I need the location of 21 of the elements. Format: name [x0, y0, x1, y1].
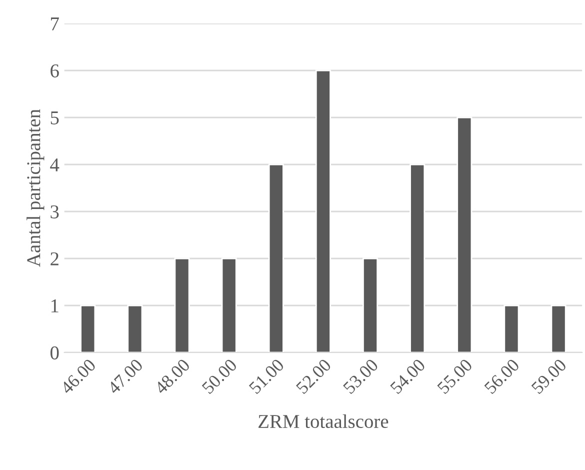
- bar: [174, 258, 190, 352]
- bar: [504, 304, 520, 352]
- bar: [362, 258, 378, 352]
- bar: [80, 304, 96, 352]
- y-tick-label: 4: [50, 158, 60, 172]
- bar: [315, 70, 331, 352]
- y-tick-label: 6: [50, 64, 59, 78]
- y-tick-label: 7: [51, 18, 59, 30]
- y-tick-label: 5: [50, 112, 59, 124]
- bar: [410, 164, 426, 352]
- bar: [550, 304, 566, 352]
- bar: [127, 304, 143, 352]
- bar: [221, 258, 237, 352]
- y-tick-label: 2: [50, 252, 58, 266]
- bar: [268, 164, 284, 352]
- y-tick-label: 3: [50, 205, 59, 218]
- y-tick-label: 0: [50, 346, 59, 360]
- bar: [456, 116, 472, 352]
- x-axis-title: ZRM totaalscore: [258, 414, 388, 428]
- y-axis-title: Aantal participanten: [26, 109, 44, 267]
- y-tick-label: 1: [51, 299, 58, 312]
